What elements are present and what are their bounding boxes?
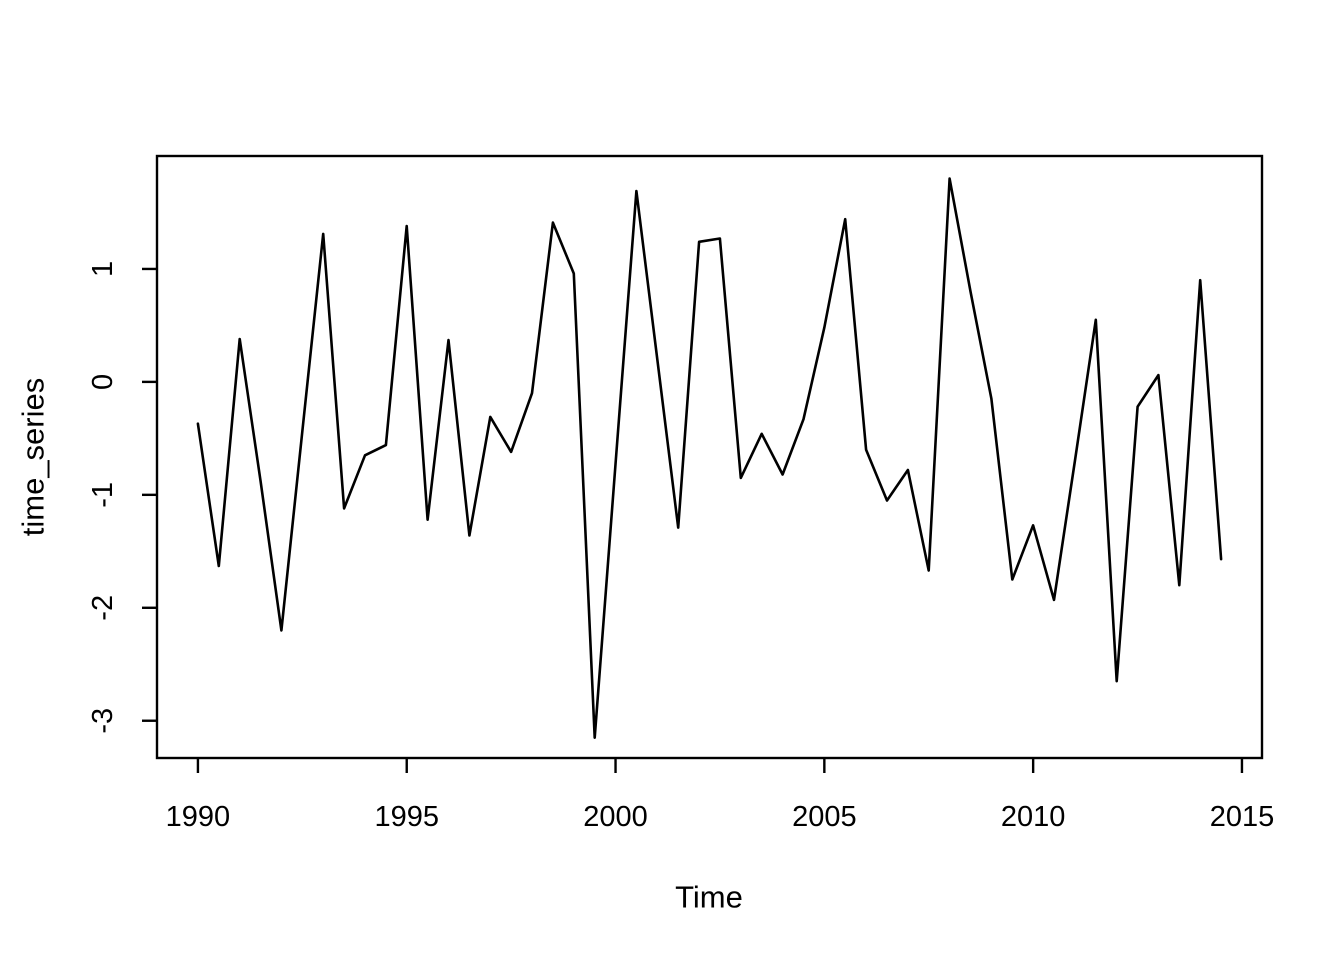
x-tick-label: 2000 [583,801,648,833]
y-tick-label: 0 [87,374,119,390]
plot-box [155,154,1264,760]
y-axis-title: time_series [16,378,51,537]
x-tick-label: 2010 [1001,801,1066,833]
x-axis-ticks: 1990 1995 2000 2005 2010 2015 [166,758,1275,833]
y-tick-label: -2 [87,595,119,621]
x-tick-label: 1995 [374,801,439,833]
y-tick-label: 1 [87,261,119,277]
y-tick-label: -3 [87,708,119,734]
x-tick-label: 2005 [792,801,857,833]
x-tick-label: 2015 [1210,801,1275,833]
time-series-line [196,177,1223,740]
x-axis-title: Time [675,880,743,915]
y-axis-ticks: 1 0 -1 -2 -3 [87,261,157,734]
x-tick-label: 1990 [166,801,231,833]
y-tick-label: -1 [87,482,119,508]
